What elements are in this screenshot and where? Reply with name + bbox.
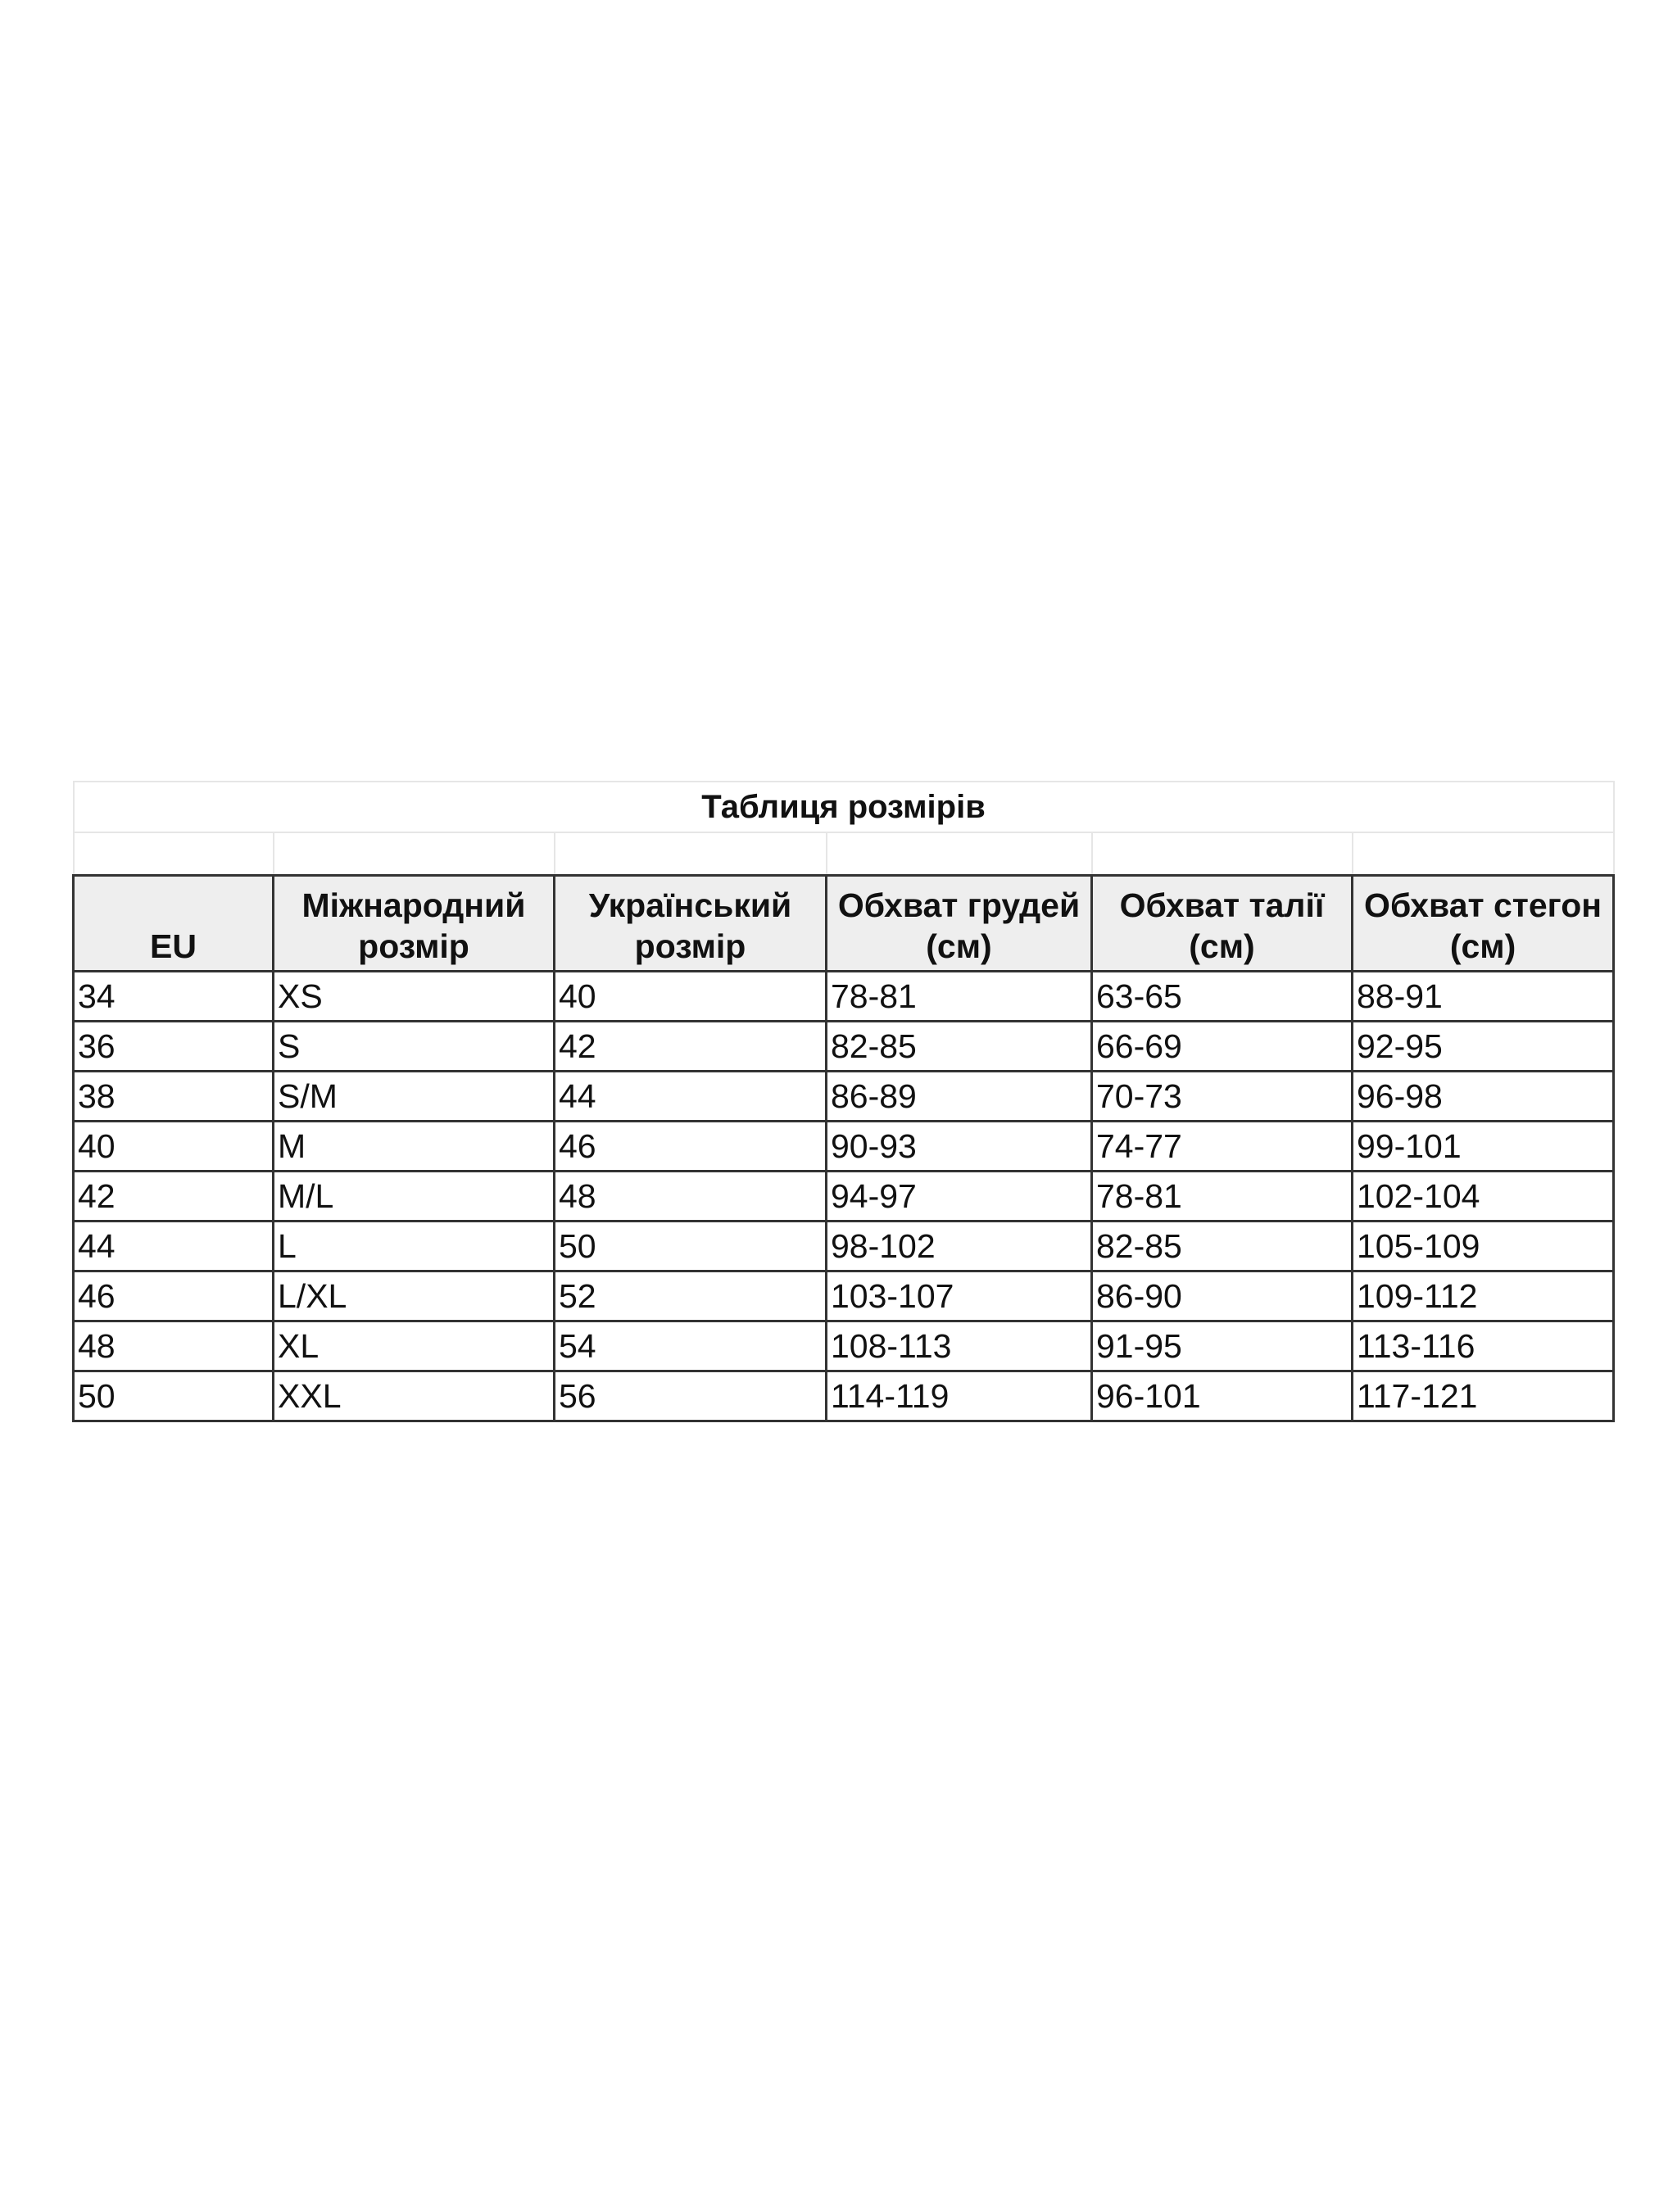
table-cell: 114-119 xyxy=(825,1370,1093,1422)
column-header: EU xyxy=(72,874,274,972)
table-cell: 56 xyxy=(553,1370,827,1422)
table-row: 50 XXL 56 114-119 96-101 117-121 xyxy=(72,1370,1616,1422)
table-cell: L xyxy=(272,1220,555,1272)
column-header: Обхват талії (см) xyxy=(1090,874,1353,972)
table-cell: 34 xyxy=(72,970,274,1022)
table-cell: XS xyxy=(272,970,555,1022)
table-cell: 92-95 xyxy=(1350,1020,1616,1072)
table-cell: 113-116 xyxy=(1350,1320,1616,1372)
table-cell: 86-90 xyxy=(1090,1270,1353,1322)
table-row: 46 L/XL 52 103-107 86-90 109-112 xyxy=(72,1270,1616,1322)
table-row: 38 S/M 44 86-89 70-73 96-98 xyxy=(72,1070,1616,1122)
empty-row xyxy=(72,832,1615,876)
column-header: Обхват стегон (см) xyxy=(1350,874,1616,972)
table-cell: 44 xyxy=(72,1220,274,1272)
table-row: 34 XS 40 78-81 63-65 88-91 xyxy=(72,970,1616,1022)
table-cell: 36 xyxy=(72,1020,274,1072)
table-cell: 109-112 xyxy=(1350,1270,1616,1322)
table-cell: 50 xyxy=(553,1220,827,1272)
column-header: Український розмір xyxy=(553,874,827,972)
table-cell: 40 xyxy=(553,970,827,1022)
table-cell: S/M xyxy=(272,1070,555,1122)
table-cell: 42 xyxy=(553,1020,827,1072)
table-cell: 48 xyxy=(553,1170,827,1222)
table-cell: S xyxy=(272,1020,555,1072)
table-cell: XXL xyxy=(272,1370,555,1422)
table-cell: 82-85 xyxy=(825,1020,1093,1072)
table-cell: 88-91 xyxy=(1350,970,1616,1022)
table-cell: 108-113 xyxy=(825,1320,1093,1372)
header-row: EU Міжнародний розмір Український розмір Об… xyxy=(72,874,1616,972)
table-cell: 50 xyxy=(72,1370,274,1422)
table-cell: 99-101 xyxy=(1350,1120,1616,1172)
table-cell: 102-104 xyxy=(1350,1170,1616,1222)
table-cell: 63-65 xyxy=(1090,970,1353,1022)
table-cell: 52 xyxy=(553,1270,827,1322)
table-cell: 66-69 xyxy=(1090,1020,1353,1072)
column-header: Міжнародний розмір xyxy=(272,874,555,972)
table-cell: 117-121 xyxy=(1350,1370,1616,1422)
table-row: 48 XL 54 108-113 91-95 113-116 xyxy=(72,1320,1616,1372)
table-cell: 78-81 xyxy=(1090,1170,1353,1222)
table-cell: 98-102 xyxy=(825,1220,1093,1272)
table-cell: 82-85 xyxy=(1090,1220,1353,1272)
table-cell: 78-81 xyxy=(825,970,1093,1022)
size-chart-table: Таблиця розмірів EU Міжнародний розмір Укр… xyxy=(72,781,1616,1422)
table-cell: XL xyxy=(272,1320,555,1372)
table-cell: M xyxy=(272,1120,555,1172)
table-row: 42 M/L 48 94-97 78-81 102-104 xyxy=(72,1170,1616,1222)
table-cell: 105-109 xyxy=(1350,1220,1616,1272)
table-cell: L/XL xyxy=(272,1270,555,1322)
table-cell: 54 xyxy=(553,1320,827,1372)
table-cell: 94-97 xyxy=(825,1170,1093,1222)
table-cell: 70-73 xyxy=(1090,1070,1353,1122)
column-header: Обхват грудей (см) xyxy=(825,874,1093,972)
table-cell: 40 xyxy=(72,1120,274,1172)
table-cell: 96-98 xyxy=(1350,1070,1616,1122)
table-cell: 38 xyxy=(72,1070,274,1122)
table-cell: 44 xyxy=(553,1070,827,1122)
table-cell: 103-107 xyxy=(825,1270,1093,1322)
table-cell: 91-95 xyxy=(1090,1320,1353,1372)
table-row: 40 M 46 90-93 74-77 99-101 xyxy=(72,1120,1616,1172)
table-cell: 96-101 xyxy=(1090,1370,1353,1422)
table-cell: 46 xyxy=(553,1120,827,1172)
table-cell: 86-89 xyxy=(825,1070,1093,1122)
table-title: Таблиця розмірів xyxy=(72,781,1615,833)
table-cell: 46 xyxy=(72,1270,274,1322)
table-cell: 74-77 xyxy=(1090,1120,1353,1172)
table-cell: 90-93 xyxy=(825,1120,1093,1172)
table-row: 44 L 50 98-102 82-85 105-109 xyxy=(72,1220,1616,1272)
table-row: 36 S 42 82-85 66-69 92-95 xyxy=(72,1020,1616,1072)
table-cell: 42 xyxy=(72,1170,274,1222)
table-cell: M/L xyxy=(272,1170,555,1222)
table-cell: 48 xyxy=(72,1320,274,1372)
